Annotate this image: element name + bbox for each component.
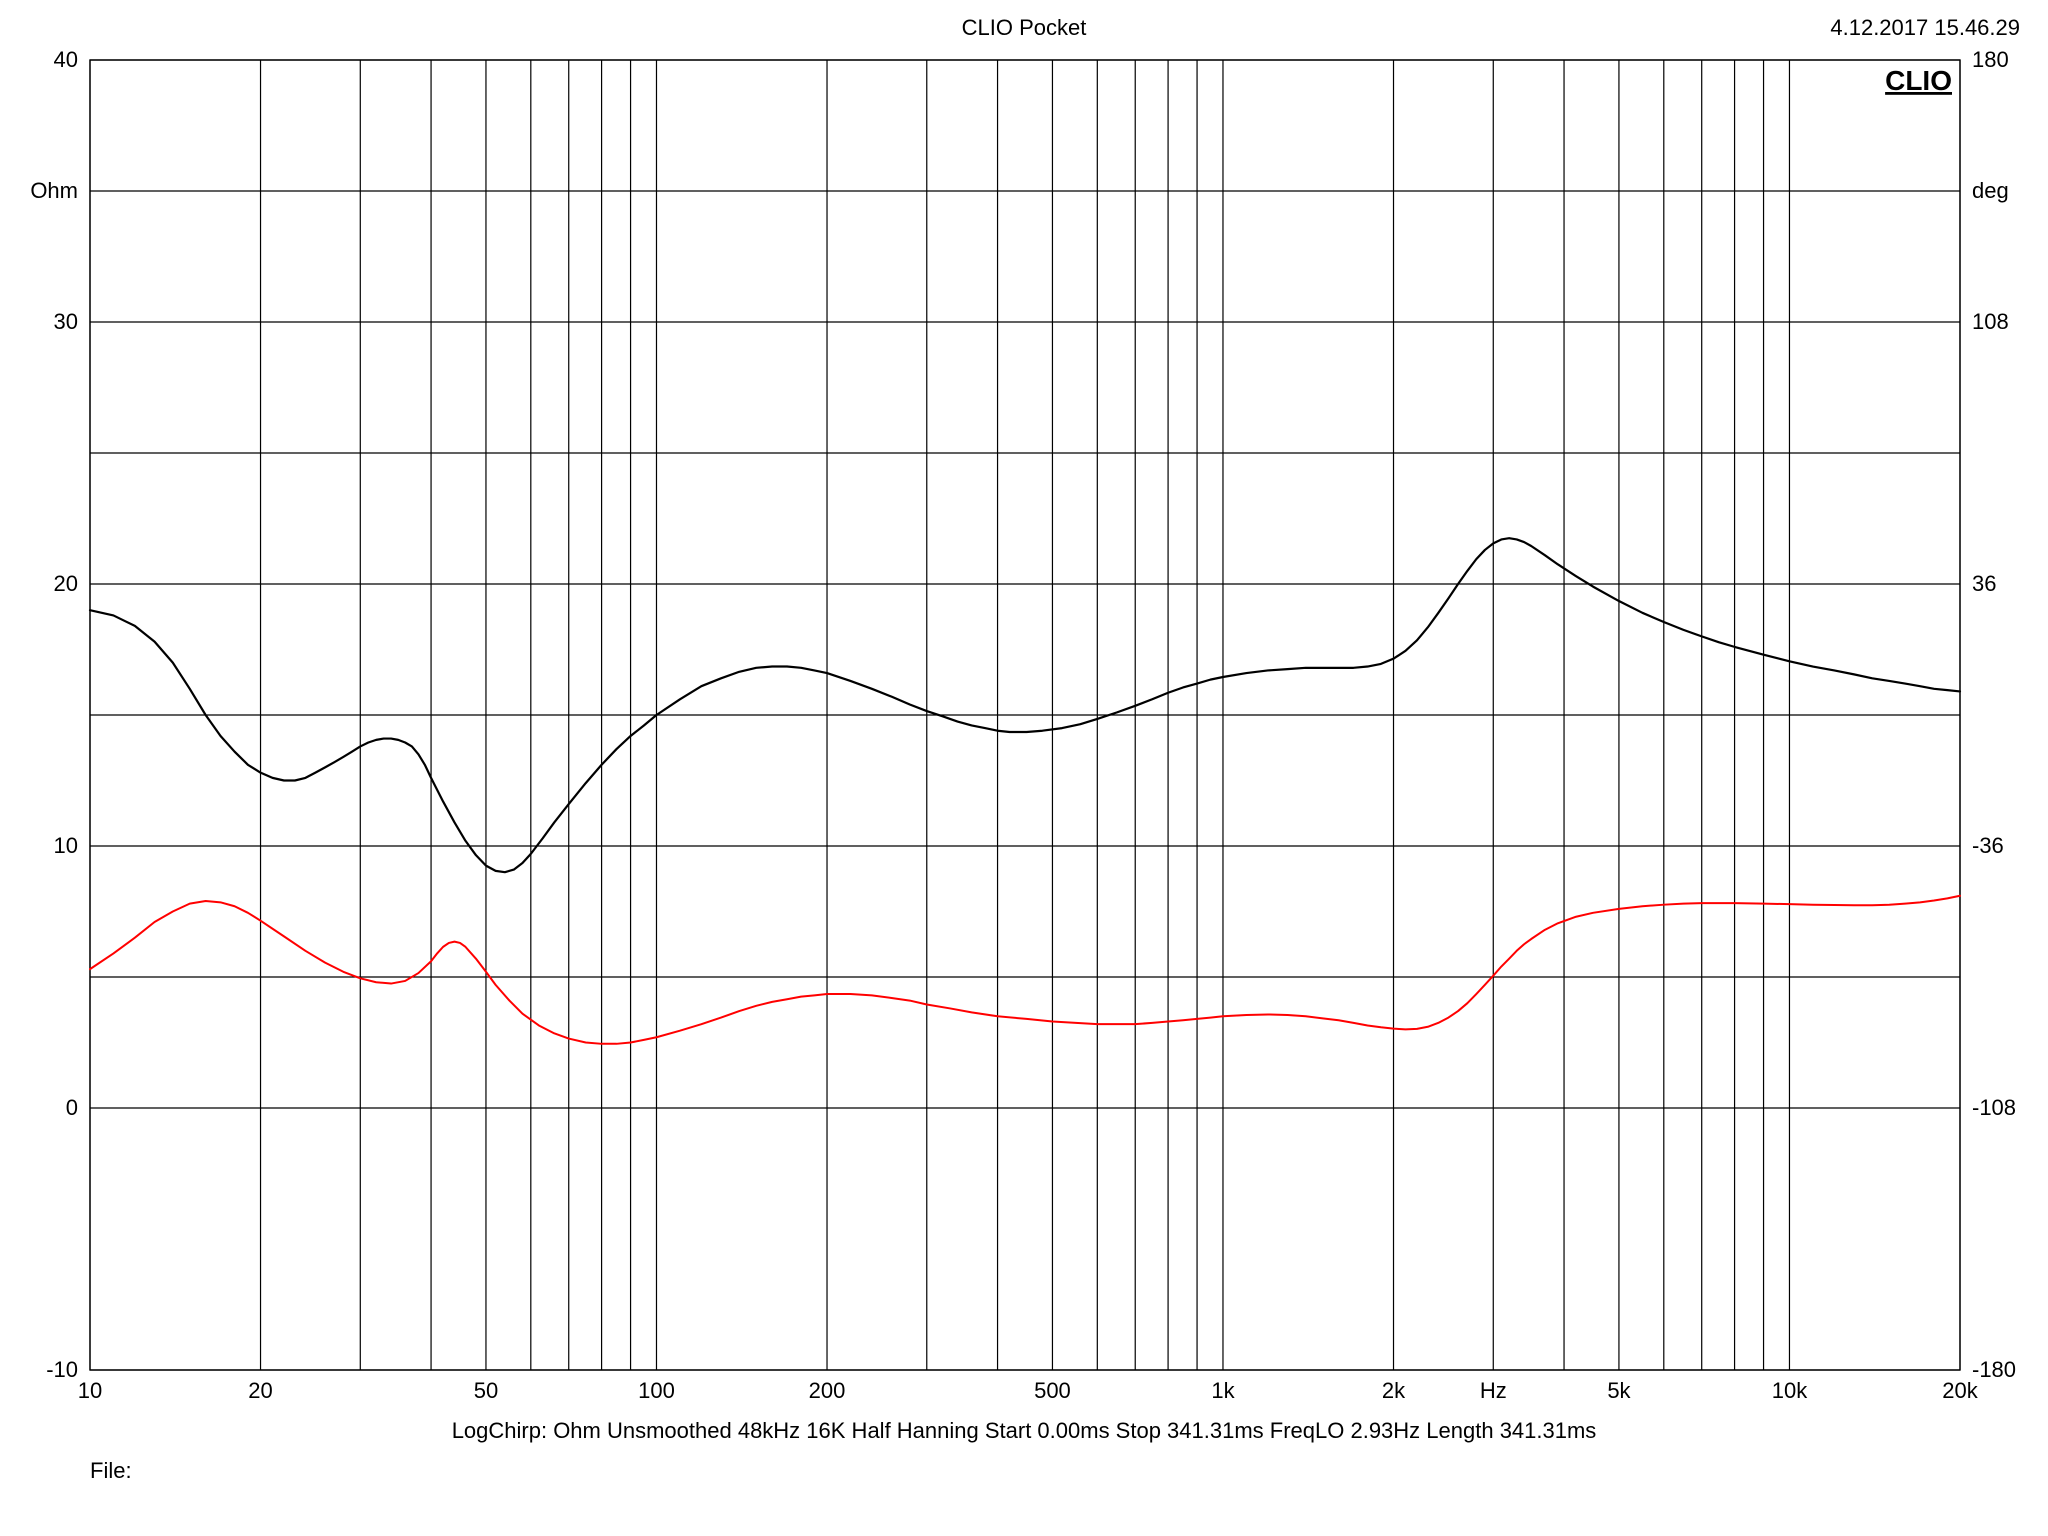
yleft-unit: Ohm	[30, 178, 78, 203]
yright-tick-label: 180	[1972, 47, 2009, 72]
yleft-tick-label: 40	[54, 47, 78, 72]
yright-tick-label: -36	[1972, 833, 2004, 858]
x-tick-label: 100	[638, 1378, 675, 1403]
chart-title: CLIO Pocket	[962, 15, 1087, 40]
yright-unit: deg	[1972, 178, 2009, 203]
x-tick-label: 10	[78, 1378, 102, 1403]
x-tick-label: 5k	[1607, 1378, 1631, 1403]
x-tick-label: 10k	[1772, 1378, 1808, 1403]
x-tick-label: 500	[1034, 1378, 1071, 1403]
yright-tick-label: -108	[1972, 1095, 2016, 1120]
file-label: File:	[90, 1458, 132, 1483]
x-tick-label: 20	[248, 1378, 272, 1403]
x-tick-label: 1k	[1211, 1378, 1235, 1403]
x-tick-label: 50	[474, 1378, 498, 1403]
x-tick-label: 2k	[1382, 1378, 1406, 1403]
yright-tick-label: 108	[1972, 309, 2009, 334]
yright-tick-label: 36	[1972, 571, 1996, 596]
footer-info: LogChirp: Ohm Unsmoothed 48kHz 16K Half …	[452, 1418, 1597, 1443]
yleft-tick-label: -10	[46, 1357, 78, 1382]
x-tick-label: 200	[809, 1378, 846, 1403]
chart-container: 1020501002005001k2k5k10k20kHz-1001020304…	[0, 0, 2048, 1536]
yleft-tick-label: 0	[66, 1095, 78, 1120]
chart-svg: 1020501002005001k2k5k10k20kHz-1001020304…	[0, 0, 2048, 1536]
timestamp: 4.12.2017 15.46.29	[1830, 15, 2020, 40]
yleft-tick-label: 20	[54, 571, 78, 596]
yleft-tick-label: 10	[54, 833, 78, 858]
watermark: CLIO	[1885, 65, 1952, 96]
yleft-tick-label: 30	[54, 309, 78, 334]
x-axis-unit: Hz	[1480, 1378, 1507, 1403]
yright-tick-label: -180	[1972, 1357, 2016, 1382]
